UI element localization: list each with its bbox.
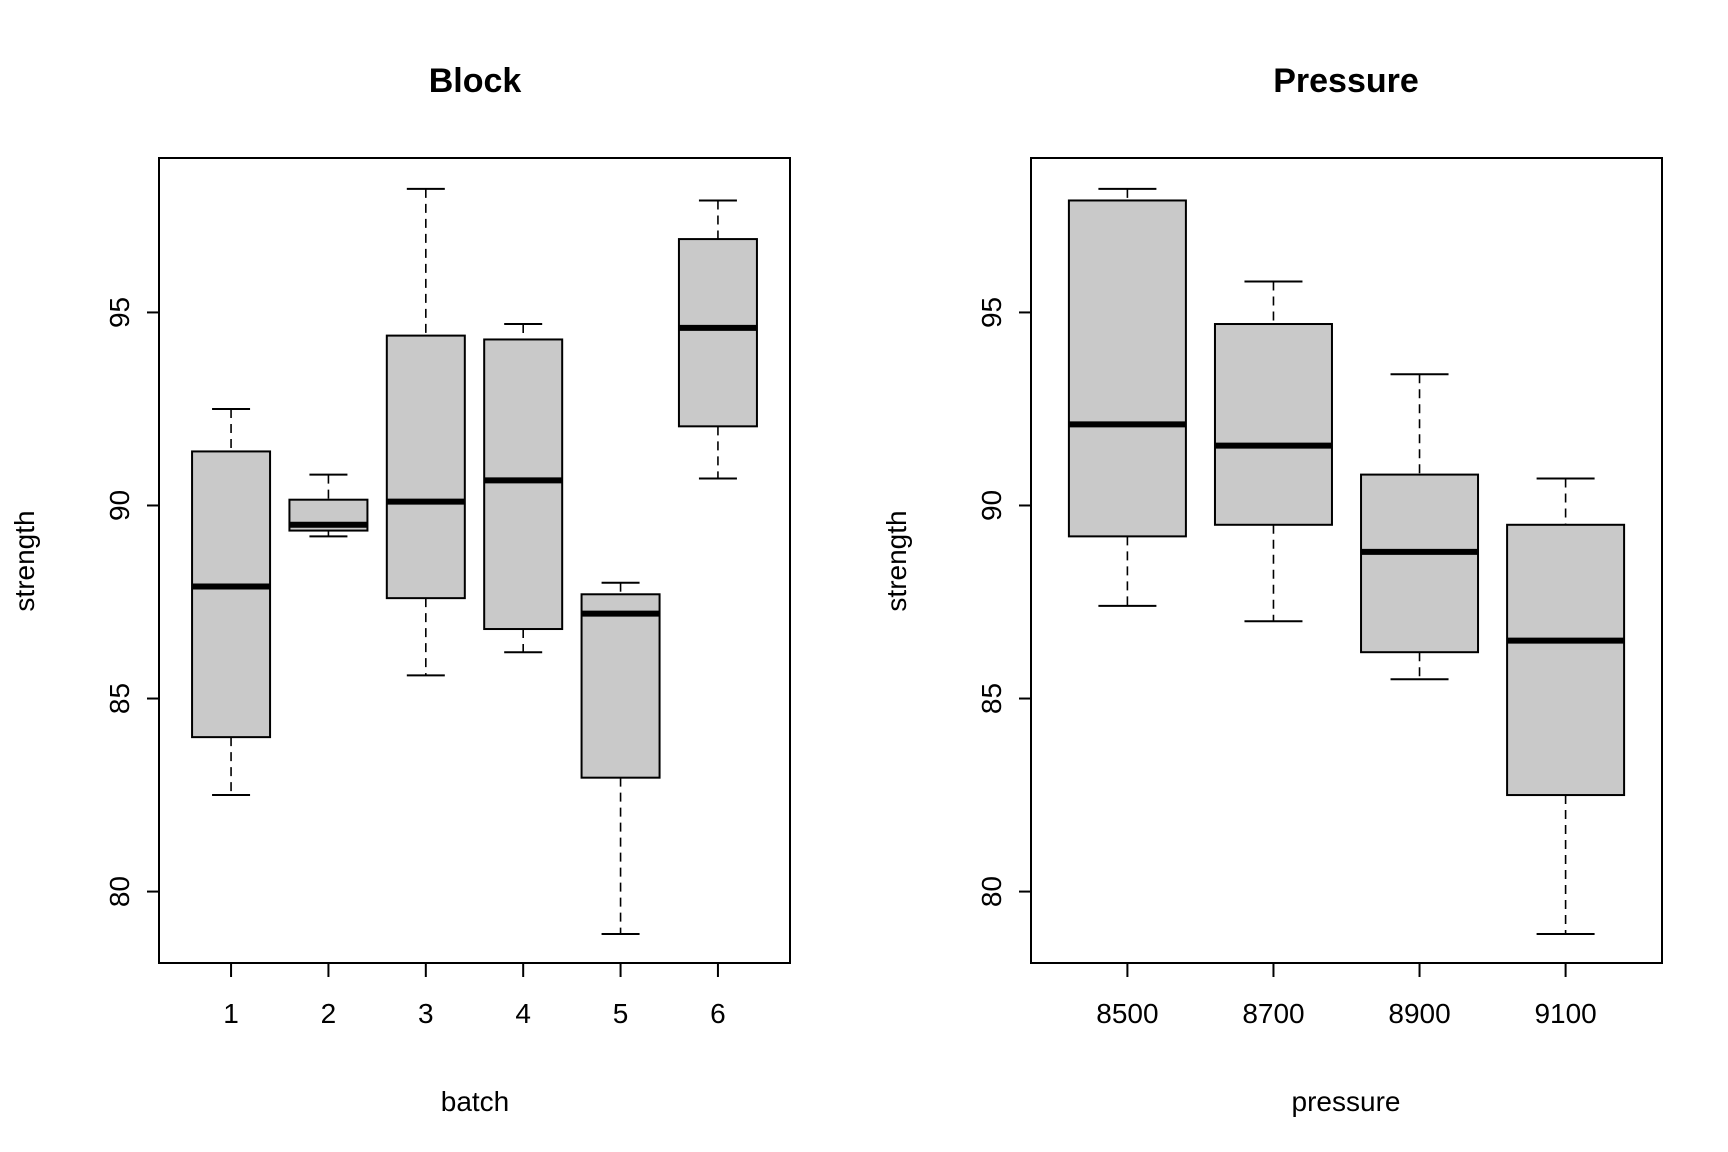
block-box: [580, 593, 661, 779]
pressure-y-tick-label: 80: [976, 876, 1007, 907]
block-box: [483, 338, 564, 631]
block-plot-frame: [158, 157, 791, 964]
block-y-tick-label: 85: [104, 683, 135, 714]
block-y-axis-label: strength: [9, 510, 40, 611]
pressure-plot-frame: [1030, 157, 1663, 964]
block-x-tick-label: 5: [613, 998, 629, 1029]
pressure-x-tick-label: 9100: [1534, 998, 1596, 1029]
pressure-y-tick-label: 85: [976, 683, 1007, 714]
pressure-x-tick-label: 8900: [1388, 998, 1450, 1029]
block-box: [191, 450, 272, 739]
block-x-tick-label: 1: [223, 998, 239, 1029]
pressure-y-tick-label: 90: [976, 490, 1007, 521]
block-marks: 80 85 90 95 1 2 3 4 5 6: [104, 187, 758, 1029]
block-y-tick-label: 95: [104, 297, 135, 328]
block-box: [385, 334, 466, 600]
pressure-box: [1360, 473, 1480, 654]
pressure-y-tick-label: 95: [976, 297, 1007, 328]
block-x-axis-label: batch: [441, 1086, 510, 1117]
pressure-x-tick-label: 8700: [1242, 998, 1304, 1029]
pressure-marks: 80 85 90 95 8500 8700 8900 9100: [976, 187, 1626, 1029]
block-y-tick-label: 90: [104, 490, 135, 521]
block-y-tick-label: 80: [104, 876, 135, 907]
pressure-y-axis-label: strength: [881, 510, 912, 611]
block-x-tick-label: 4: [515, 998, 531, 1029]
pressure-x-tick-label: 8500: [1096, 998, 1158, 1029]
block-x-tick-label: 3: [418, 998, 434, 1029]
block-title: Block: [429, 62, 522, 100]
pressure-box: [1067, 199, 1187, 538]
pressure-box: [1213, 323, 1333, 526]
block-x-tick-label: 6: [710, 998, 726, 1029]
block-box: [677, 238, 758, 428]
pressure-x-axis-label: pressure: [1292, 1086, 1401, 1117]
block-panel: Block batch strength 80 85 90 95 1 2 3 4 5 6: [9, 62, 791, 1117]
block-x-tick-label: 2: [321, 998, 337, 1029]
pressure-title: Pressure: [1273, 62, 1419, 100]
pressure-box: [1506, 523, 1626, 797]
